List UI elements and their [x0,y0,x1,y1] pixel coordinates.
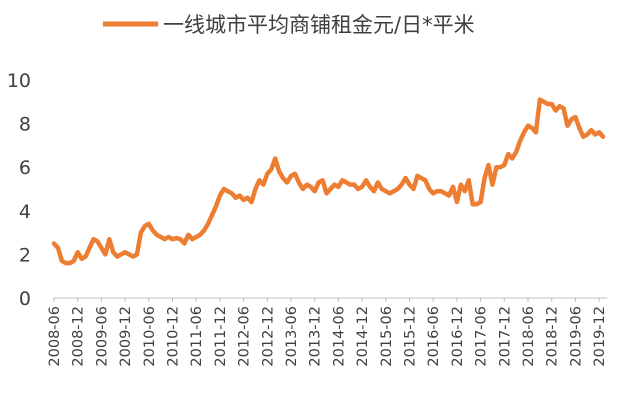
series-line [51,97,606,266]
x-tick-label: 2014-12 [355,306,371,367]
x-tick-label: 2012-06 [237,306,253,367]
x-tick-label: 2010-06 [142,306,158,367]
x-tick-label: 2018-12 [545,306,561,367]
x-tick-label: 2014-06 [331,306,347,367]
x-tick-label: 2018-06 [521,306,537,367]
y-tick-label: 2 [19,244,31,266]
y-tick-label: 4 [19,201,31,223]
x-tick-label: 2013-12 [308,306,324,367]
x-tick-label: 2015-06 [379,306,395,367]
x-tick-label: 2010-12 [166,306,182,367]
legend: 一线城市平均商铺租金元/日*平米 [103,13,475,37]
x-axis: 2008-06 2008-12 2009-06 2009-12 2010-06 2010-… [47,298,608,367]
x-tick-label: 2019-12 [592,306,608,367]
x-tick-label: 2011-12 [213,306,229,367]
y-tick-label: 6 [19,157,31,179]
x-tick-label: 2016-06 [426,306,442,367]
x-tick-label: 2008-12 [71,306,87,367]
x-tick-label: 2011-06 [189,306,205,367]
x-tick-label: 2013-06 [284,306,300,367]
x-tick-label: 2009-06 [94,306,110,367]
legend-label: 一线城市平均商铺租金元/日*平米 [163,13,475,37]
y-tick-label: 10 [7,70,31,92]
x-tick-label: 2017-12 [497,306,513,367]
x-tick-label: 2019-06 [568,306,584,367]
x-tick-label: 2008-06 [47,306,63,367]
y-tick-label: 0 [19,288,31,310]
x-tick-label: 2009-12 [118,306,134,367]
x-tick-label: 2012-12 [260,306,276,367]
y-tick-label: 8 [19,114,31,136]
y-axis: 0 2 4 6 8 10 [7,70,31,310]
x-tick-label: 2017-06 [474,306,490,367]
x-tick-label: 2016-12 [450,306,466,367]
x-tick-label: 2015-12 [403,306,419,367]
